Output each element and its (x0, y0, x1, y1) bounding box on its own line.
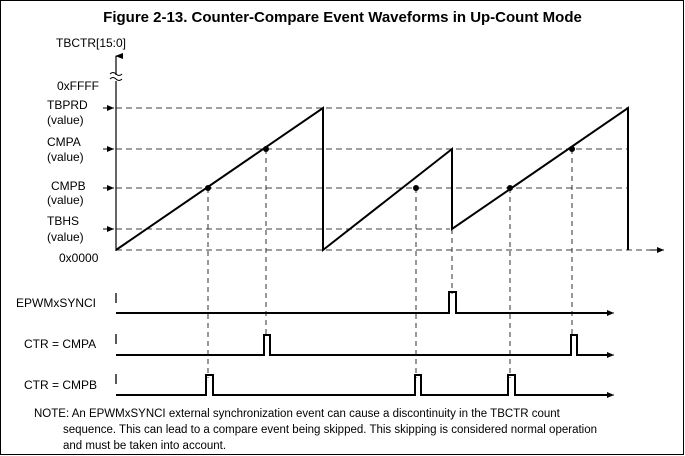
label-tbhs-value: (value) (47, 230, 84, 244)
axis-label: TBCTR[15:0] (56, 36, 126, 50)
label-cmpb-value: (value) (47, 193, 84, 207)
label-epwmxsynci: EPWMxSYNCI (16, 296, 96, 310)
reference-lines (116, 107, 655, 251)
label-tbhs: TBHS (47, 214, 79, 228)
label-0xffff: 0xFFFF (57, 79, 99, 93)
label-cmpa-value: (value) (47, 150, 84, 164)
drop-lines (207, 149, 573, 378)
label-0x0000: 0x0000 (59, 251, 99, 265)
tbctr-waveform (115, 106, 629, 253)
y-ticks (103, 105, 114, 232)
label-cmpa: CMPA (47, 135, 81, 149)
note-line-1: NOTE: An EPWMxSYNCI external synchroniza… (34, 408, 560, 420)
sync-signal (115, 291, 614, 316)
note-line-2: sequence. This can lead to a compare eve… (63, 424, 598, 436)
note-line-3: and must be taken into account. (63, 440, 227, 452)
figure-title: Figure 2-13. Counter-Compare Event Wavef… (103, 9, 582, 26)
label-ctr-cmpb: CTR = CMPB (24, 378, 97, 392)
label-ctr-cmpa: CTR = CMPA (24, 337, 96, 351)
ctr-cmpb-signal (115, 374, 614, 398)
label-cmpb: CMPB (51, 179, 86, 193)
ctr-cmpa-signal (115, 334, 614, 358)
compare-points (205, 146, 575, 191)
note: NOTE: An EPWMxSYNCI external synchroniza… (34, 406, 674, 454)
label-tbprd: TBPRD (47, 98, 88, 112)
label-tbprd-value: (value) (47, 113, 84, 127)
axis-break-icon (109, 72, 123, 81)
